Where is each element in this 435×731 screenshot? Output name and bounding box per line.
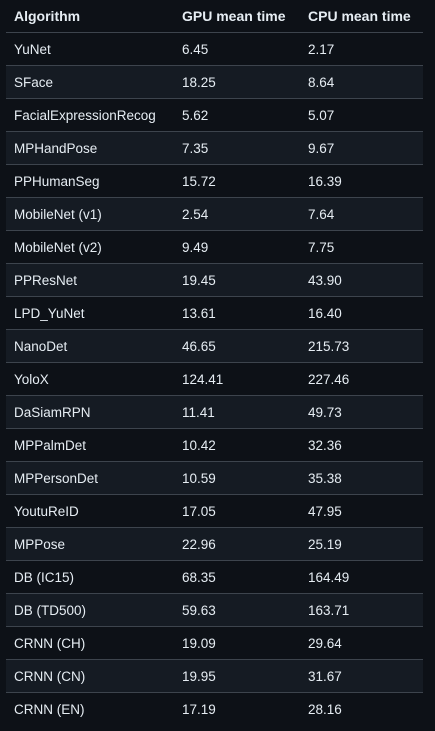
cell-algorithm: FacialExpressionRecog [6,98,174,132]
cell-gpu-mean-time: 7.35 [174,131,300,165]
cell-gpu-mean-time: 19.09 [174,626,300,660]
cell-gpu-mean-time: 22.96 [174,527,300,561]
cell-gpu-mean-time: 18.25 [174,65,300,99]
cell-cpu-mean-time: 7.75 [300,230,423,264]
cell-cpu-mean-time: 227.46 [300,362,423,396]
cell-algorithm: CRNN (CN) [6,659,174,693]
cell-gpu-mean-time: 9.49 [174,230,300,264]
cell-cpu-mean-time: 49.73 [300,395,423,429]
cell-algorithm: LPD_YuNet [6,296,174,330]
cell-cpu-mean-time: 163.71 [300,593,423,627]
table-row: SFace 18.25 8.64 [6,65,423,99]
cell-algorithm: DB (IC15) [6,560,174,594]
header-gpu-mean-time: GPU mean time [174,0,300,33]
table-row: CRNN (EN) 17.19 28.16 [6,692,423,725]
cell-algorithm: MPPersonDet [6,461,174,495]
cell-cpu-mean-time: 5.07 [300,98,423,132]
cell-cpu-mean-time: 31.67 [300,659,423,693]
table-row: MPHandPose 7.35 9.67 [6,131,423,165]
table-row: MobileNet (v1) 2.54 7.64 [6,197,423,231]
cell-gpu-mean-time: 59.63 [174,593,300,627]
table-row: PPHumanSeg 15.72 16.39 [6,164,423,198]
cell-gpu-mean-time: 68.35 [174,560,300,594]
cell-cpu-mean-time: 32.36 [300,428,423,462]
cell-cpu-mean-time: 47.95 [300,494,423,528]
table-header: Algorithm GPU mean time CPU mean time [6,0,423,33]
cell-gpu-mean-time: 2.54 [174,197,300,231]
cell-algorithm: YoloX [6,362,174,396]
cell-cpu-mean-time: 8.64 [300,65,423,99]
table-row: MobileNet (v2) 9.49 7.75 [6,230,423,264]
cell-gpu-mean-time: 6.45 [174,32,300,66]
cell-algorithm: YuNet [6,32,174,66]
cell-gpu-mean-time: 19.95 [174,659,300,693]
cell-algorithm: SFace [6,65,174,99]
table-row: LPD_YuNet 13.61 16.40 [6,296,423,330]
cell-gpu-mean-time: 46.65 [174,329,300,363]
table-row: PPResNet 19.45 43.90 [6,263,423,297]
cell-gpu-mean-time: 15.72 [174,164,300,198]
cell-gpu-mean-time: 17.19 [174,692,300,725]
table-row: YuNet 6.45 2.17 [6,32,423,66]
cell-cpu-mean-time: 164.49 [300,560,423,594]
cell-cpu-mean-time: 35.38 [300,461,423,495]
table-row: MPPose 22.96 25.19 [6,527,423,561]
cell-algorithm: YoutuReID [6,494,174,528]
cell-algorithm: MPPose [6,527,174,561]
header-algorithm: Algorithm [6,0,174,33]
cell-cpu-mean-time: 2.17 [300,32,423,66]
table-row: DaSiamRPN 11.41 49.73 [6,395,423,429]
table-row: CRNN (CH) 19.09 29.64 [6,626,423,660]
table-row: DB (TD500) 59.63 163.71 [6,593,423,627]
cell-cpu-mean-time: 16.40 [300,296,423,330]
cell-cpu-mean-time: 7.64 [300,197,423,231]
cell-gpu-mean-time: 11.41 [174,395,300,429]
cell-algorithm: MobileNet (v2) [6,230,174,264]
table-row: NanoDet 46.65 215.73 [6,329,423,363]
cell-cpu-mean-time: 25.19 [300,527,423,561]
table-row: YoloX 124.41 227.46 [6,362,423,396]
cell-cpu-mean-time: 16.39 [300,164,423,198]
cell-cpu-mean-time: 215.73 [300,329,423,363]
cell-gpu-mean-time: 10.42 [174,428,300,462]
cell-gpu-mean-time: 19.45 [174,263,300,297]
cell-algorithm: DB (TD500) [6,593,174,627]
table-body: YuNet 6.45 2.17 SFace 18.25 8.64 FacialExpress… [6,32,423,725]
cell-algorithm: MPHandPose [6,131,174,165]
table-row: FacialExpressionRecog 5.62 5.07 [6,98,423,132]
table-row: DB (IC15) 68.35 164.49 [6,560,423,594]
cell-algorithm: PPHumanSeg [6,164,174,198]
cell-algorithm: MPPalmDet [6,428,174,462]
table-row: YoutuReID 17.05 47.95 [6,494,423,528]
cell-algorithm: CRNN (EN) [6,692,174,725]
cell-gpu-mean-time: 5.62 [174,98,300,132]
cell-algorithm: PPResNet [6,263,174,297]
benchmark-table: Algorithm GPU mean time CPU mean time Yu… [6,0,423,725]
header-row: Algorithm GPU mean time CPU mean time [6,0,423,33]
cell-gpu-mean-time: 17.05 [174,494,300,528]
cell-algorithm: MobileNet (v1) [6,197,174,231]
cell-gpu-mean-time: 10.59 [174,461,300,495]
cell-algorithm: CRNN (CH) [6,626,174,660]
cell-algorithm: NanoDet [6,329,174,363]
cell-gpu-mean-time: 124.41 [174,362,300,396]
table-row: MPPalmDet 10.42 32.36 [6,428,423,462]
cell-gpu-mean-time: 13.61 [174,296,300,330]
cell-algorithm: DaSiamRPN [6,395,174,429]
header-cpu-mean-time: CPU mean time [300,0,423,33]
cell-cpu-mean-time: 29.64 [300,626,423,660]
cell-cpu-mean-time: 43.90 [300,263,423,297]
cell-cpu-mean-time: 9.67 [300,131,423,165]
cell-cpu-mean-time: 28.16 [300,692,423,725]
table-row: MPPersonDet 10.59 35.38 [6,461,423,495]
table-row: CRNN (CN) 19.95 31.67 [6,659,423,693]
